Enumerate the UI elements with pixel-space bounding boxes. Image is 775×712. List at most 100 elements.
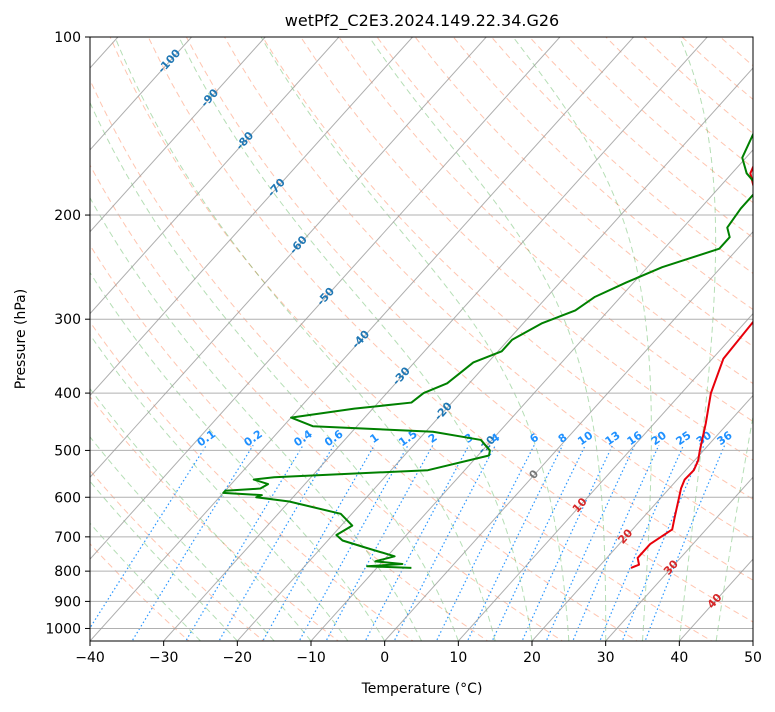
isotherm-line <box>90 37 561 560</box>
dry-adiabat-line <box>300 37 753 461</box>
moist-adiabat-line <box>260 37 570 641</box>
mixing-ratio-labels: 0.1 0.2 0.4 0.6 1 1.5 2 3 4 6 8 10 13 16 20 25 30 36 <box>195 427 735 449</box>
mixing-ratio-line <box>90 444 207 630</box>
dry-adiabat-line <box>224 37 753 540</box>
y-axis-ticks: 100 200 300 400 500 600 700 800 900 1000 <box>45 30 90 637</box>
mixing-ratio-lines <box>90 444 726 641</box>
isotherm-grid <box>0 10 753 653</box>
y-tick-label: 800 <box>54 564 81 580</box>
chart-title: wetPf2_C2E3.2024.149.22.34.G26 <box>285 11 559 31</box>
isotherm-line <box>604 476 753 641</box>
mixing-ratio-label: 0.6 <box>322 427 346 449</box>
dewpoint-profile-line <box>222 132 753 569</box>
mixing-ratio-line <box>364 444 470 641</box>
mixing-ratio-line <box>131 444 254 641</box>
dry-adiabat-line <box>185 37 753 581</box>
isotherm-line <box>383 230 753 641</box>
x-tick-label: 0 <box>380 650 389 666</box>
dry-adiabat-line <box>567 37 753 204</box>
mixing-ratio-label: 13 <box>603 429 623 448</box>
isotherm-line <box>457 312 753 641</box>
mixing-ratio-label: 0.2 <box>241 427 264 449</box>
x-axis-ticks: −40 −30 −20 −10 0 10 20 30 40 50 <box>75 641 762 666</box>
mixing-ratio-line <box>185 444 304 641</box>
moist-adiabat-line <box>178 37 533 641</box>
x-tick-label: −40 <box>75 650 105 666</box>
moist-adiabat-line <box>90 101 459 641</box>
dry-adiabat-line <box>452 37 753 311</box>
y-tick-label: 200 <box>54 208 81 224</box>
mixing-ratio-line <box>466 444 564 641</box>
isotherm-line <box>90 37 266 233</box>
sounding-traces <box>222 132 753 569</box>
isotherm-line <box>236 67 753 641</box>
mixing-ratio-line <box>218 444 335 641</box>
dry-adiabat-line <box>338 37 753 423</box>
isotherm-line <box>0 10 69 653</box>
dry-adiabat-line <box>414 37 753 347</box>
x-tick-label: −20 <box>223 650 253 666</box>
mixing-ratio-label: 0.1 <box>195 427 218 449</box>
y-tick-label: 100 <box>54 30 81 46</box>
isotherm-line <box>310 149 753 641</box>
mixing-ratio-line <box>599 444 685 641</box>
mixing-ratio-label: 16 <box>625 428 645 448</box>
dry-adiabat-line <box>90 78 639 641</box>
y-tick-label: 1000 <box>45 621 81 637</box>
moist-adiabat-line <box>512 37 652 641</box>
moist-adiabat-line <box>90 271 386 641</box>
isotherm-line <box>90 37 414 397</box>
isobar-grid <box>90 37 753 629</box>
moist-adiabat-line <box>90 333 349 641</box>
plot-frame <box>89 36 754 642</box>
moist-adiabat-line <box>715 413 753 641</box>
mixing-ratio-line <box>644 444 726 641</box>
isotherm-line <box>752 640 753 641</box>
dry-adiabat-line <box>90 321 414 641</box>
isotherm-line <box>90 37 340 315</box>
isotherm-line <box>162 37 708 641</box>
mixing-ratio-line <box>572 444 660 641</box>
isotherm-line <box>678 558 753 641</box>
dry-adiabat-line <box>90 164 564 641</box>
y-axis-label: Pressure (hPa) <box>13 289 29 389</box>
x-tick-label: −10 <box>296 650 326 666</box>
y-tick-label: 400 <box>54 386 81 402</box>
moist-adiabat-line <box>90 480 238 641</box>
x-tick-label: 20 <box>523 650 541 666</box>
isotherm-line <box>90 37 487 479</box>
dry-adiabat-line <box>147 37 753 623</box>
moist-adiabats <box>90 37 753 641</box>
x-tick-label: 30 <box>597 650 615 666</box>
mixing-ratio-line <box>621 444 705 641</box>
isotherm-line <box>90 37 635 641</box>
mixing-ratio-label: 20 <box>649 428 669 448</box>
mixing-ratio-label: 36 <box>715 428 735 448</box>
moist-adiabat-line <box>368 37 607 641</box>
y-tick-label: 700 <box>54 530 81 546</box>
dry-adiabat-line <box>90 395 340 641</box>
moist-adiabat-line <box>90 522 201 641</box>
x-tick-label: 50 <box>744 650 762 666</box>
dry-adiabat-line <box>90 469 265 641</box>
y-tick-label: 300 <box>54 312 81 328</box>
x-tick-label: −30 <box>149 650 179 666</box>
mixing-ratio-line <box>521 444 614 641</box>
isotherm-line <box>90 37 193 151</box>
moist-adiabat-line <box>678 37 717 641</box>
isotherm-line <box>531 394 753 641</box>
x-axis-label: Temperature (°C) <box>361 681 483 697</box>
mixing-ratio-label: 6 <box>527 431 541 446</box>
moist-adiabat-line <box>90 436 275 641</box>
mixing-ratio-label: 10 <box>575 428 595 448</box>
mixing-ratio-line <box>262 444 375 641</box>
y-tick-label: 500 <box>54 443 81 459</box>
x-tick-label: 10 <box>449 650 467 666</box>
x-tick-label: 40 <box>670 650 688 666</box>
moist-adiabat-line <box>114 37 496 641</box>
dry-adiabat-line <box>262 37 753 500</box>
dry-adiabat-line <box>376 37 753 385</box>
